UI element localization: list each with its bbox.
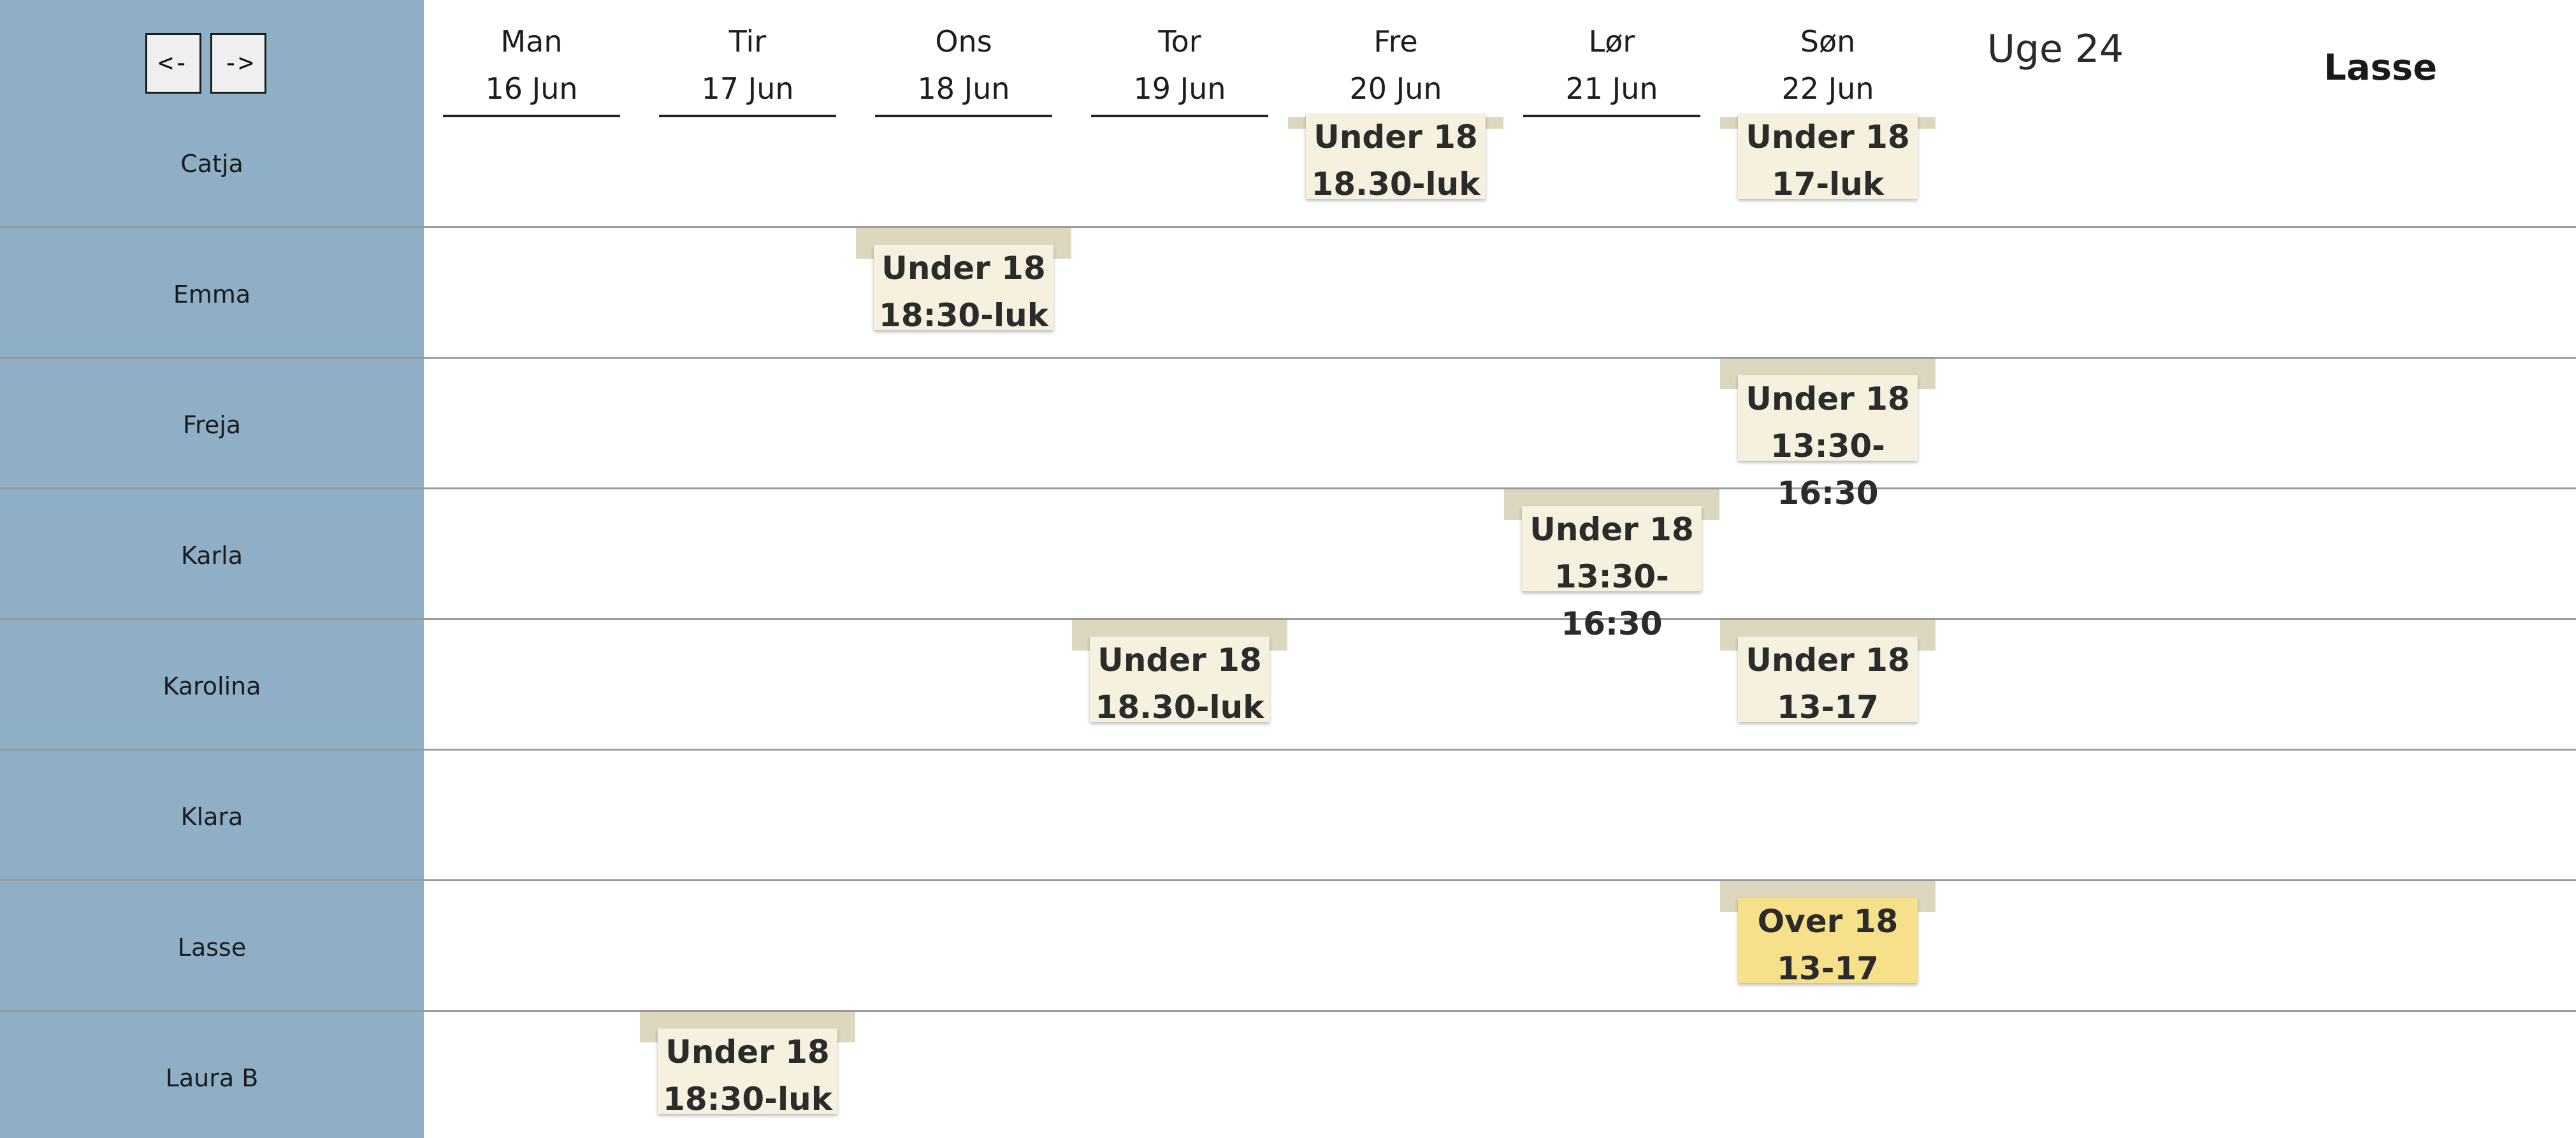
shift-card[interactable]: Under 18 18:30-luk <box>658 1028 837 1118</box>
sidebar <box>0 0 424 1138</box>
row-divider <box>0 618 2576 620</box>
day-date: 21 Jun <box>1565 71 1658 106</box>
day-header-1: Tir 17 Jun <box>659 18 836 112</box>
day-date: 20 Jun <box>1349 71 1442 106</box>
shift-type: Under 18 <box>1313 119 1478 155</box>
row-divider <box>0 879 2576 881</box>
day-underline <box>1523 115 1700 117</box>
shift-type: Under 18 <box>1530 511 1694 548</box>
day-name: Man <box>500 24 563 59</box>
day-name: Tor <box>1158 24 1201 59</box>
person-name: Karolina <box>163 672 261 700</box>
day-date: 22 Jun <box>1781 71 1874 106</box>
shift-card[interactable]: Under 18 17-luk <box>1738 113 1918 203</box>
day-underline <box>443 115 620 117</box>
day-header-3: Tor 19 Jun <box>1091 18 1268 112</box>
day-underline <box>1091 115 1268 117</box>
shift-card[interactable]: Under 18 13:30-16:30 <box>1522 506 1702 642</box>
day-header-4: Fre 20 Jun <box>1307 18 1484 112</box>
week-label: Uge 24 <box>1987 27 2124 71</box>
day-date: 16 Jun <box>485 71 578 106</box>
shift-card[interactable]: Under 18 18:30-luk <box>874 245 1053 334</box>
current-user-label: Lasse <box>2324 47 2438 89</box>
shift-type: Under 18 <box>1746 380 1910 417</box>
shift-type: Under 18 <box>1746 119 1910 155</box>
shift-time: 18:30-luk <box>879 297 1048 334</box>
shift-time: 13:30-16:30 <box>1554 558 1669 642</box>
row-divider <box>0 357 2576 359</box>
next-week-button[interactable]: -> <box>210 33 266 94</box>
shift-type: Under 18 <box>1746 642 1910 679</box>
day-name: Fre <box>1373 24 1418 59</box>
shift-card[interactable]: Under 18 13:30-16:30 <box>1738 375 1918 512</box>
day-date: 18 Jun <box>917 71 1010 106</box>
person-name: Laura B <box>165 1064 259 1092</box>
shift-time: 13-17 <box>1777 950 1879 987</box>
day-name: Søn <box>1800 24 1856 59</box>
day-name: Tir <box>728 24 767 59</box>
day-underline <box>659 115 836 117</box>
shift-time: 18.30-luk <box>1311 166 1480 203</box>
shift-card[interactable]: Under 18 18.30-luk <box>1090 637 1270 726</box>
day-date: 19 Jun <box>1133 71 1226 106</box>
day-underline <box>875 115 1052 117</box>
day-name: Ons <box>935 24 992 59</box>
day-header-6: Søn 22 Jun <box>1739 18 1916 112</box>
shift-time: 18:30-luk <box>663 1081 832 1118</box>
person-name: Lasse <box>177 933 247 962</box>
person-name: Catja <box>180 150 243 178</box>
row-divider <box>0 749 2576 751</box>
shift-time: 17-luk <box>1771 166 1885 203</box>
shift-card[interactable]: Under 18 18.30-luk <box>1306 113 1486 203</box>
shift-time: 13-17 <box>1777 689 1879 726</box>
row-divider <box>0 1010 2576 1012</box>
shift-time: 18.30-luk <box>1095 689 1264 726</box>
day-date: 17 Jun <box>701 71 794 106</box>
day-name: Lør <box>1588 24 1635 59</box>
shift-type: Over 18 <box>1757 903 1899 940</box>
row-divider <box>0 226 2576 228</box>
person-name: Emma <box>173 280 251 308</box>
shift-type: Under 18 <box>881 250 1046 287</box>
previous-week-button[interactable]: <- <box>145 33 201 94</box>
shift-type: Under 18 <box>665 1034 830 1070</box>
row-divider <box>0 487 2576 489</box>
shift-type: Under 18 <box>1097 642 1262 679</box>
shift-time: 13:30-16:30 <box>1770 428 1885 512</box>
day-header-5: Lør 21 Jun <box>1523 18 1700 112</box>
person-name: Klara <box>180 803 243 831</box>
person-name: Freja <box>182 411 242 439</box>
shift-card[interactable]: Under 18 13-17 <box>1738 637 1918 726</box>
person-name: Karla <box>180 542 243 570</box>
shift-card[interactable]: Over 18 13-17 <box>1738 898 1918 987</box>
day-header-2: Ons 18 Jun <box>875 18 1052 112</box>
day-header-0: Man 16 Jun <box>443 18 620 112</box>
